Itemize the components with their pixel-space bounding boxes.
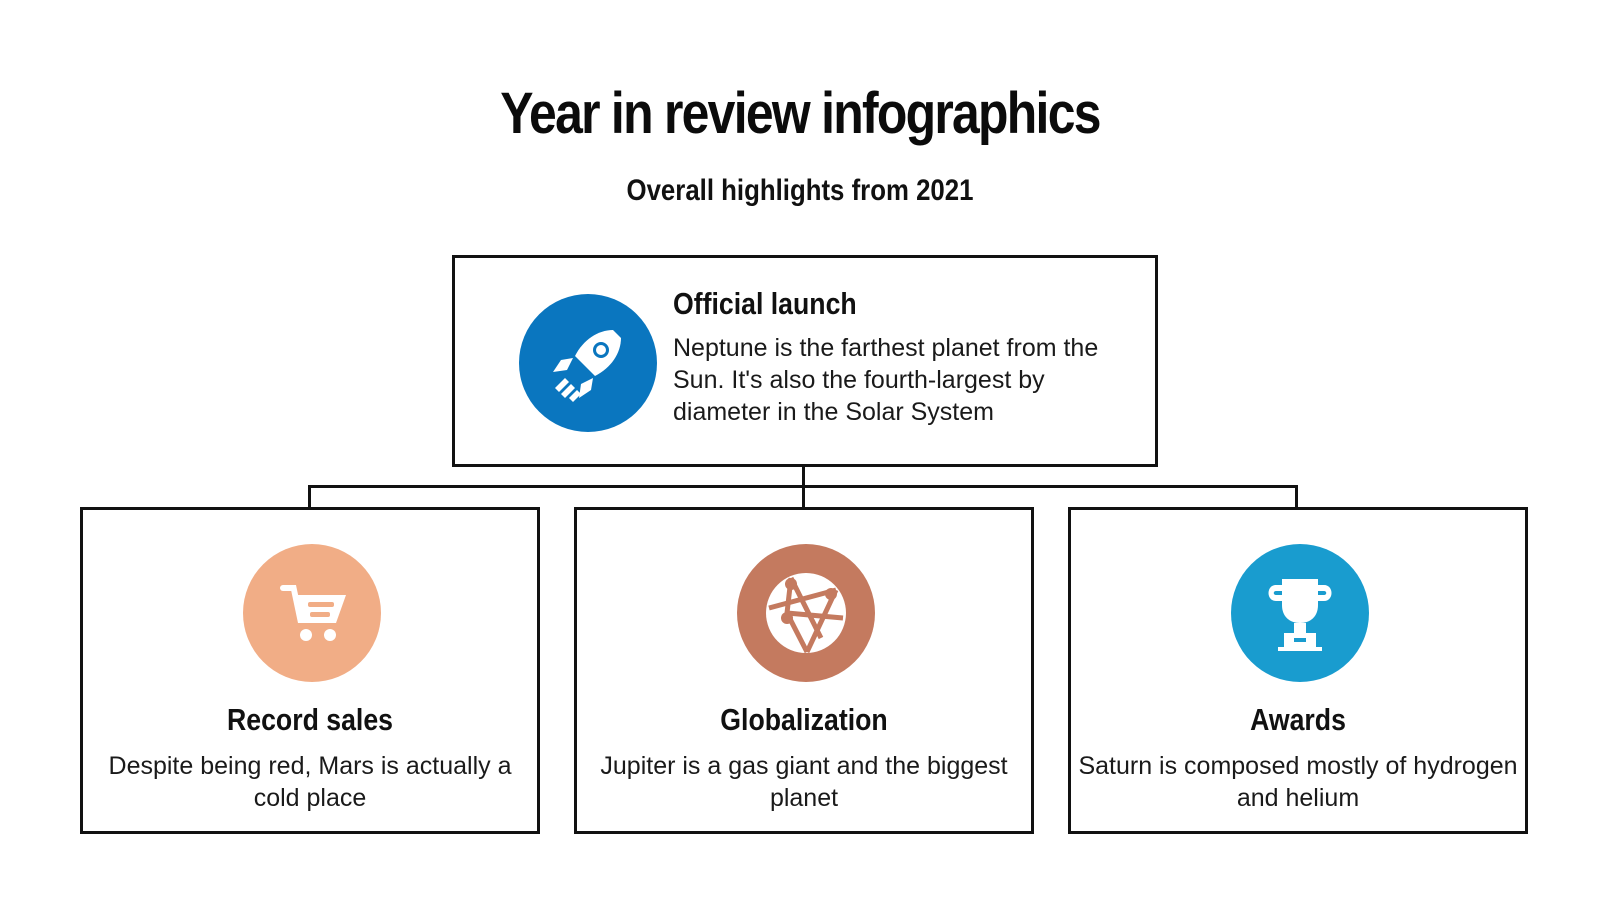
connector-vertical-top xyxy=(802,466,805,487)
card-description: Despite being red, Mars is actually a co… xyxy=(108,752,512,812)
connector-left xyxy=(308,485,311,509)
card-title: Official launch xyxy=(673,286,857,321)
page-subtitle: Overall highlights from 2021 xyxy=(626,174,974,207)
globe-network-icon xyxy=(737,544,875,682)
top-card-official-launch: Official launch Neptune is the farthest … xyxy=(452,255,1158,467)
card-description: Jupiter is a gas giant and the biggest p… xyxy=(600,752,1008,812)
card-title: Record sales xyxy=(227,702,393,737)
card-title: Awards xyxy=(1250,702,1346,737)
card-title: Globalization xyxy=(720,702,888,737)
card-globalization: Globalization Jupiter is a gas giant and… xyxy=(574,507,1034,834)
connector-right xyxy=(1295,485,1298,509)
card-description: Saturn is composed mostly of hydrogen an… xyxy=(1078,752,1518,812)
connector-middle xyxy=(802,485,805,509)
card-record-sales: Record sales Despite being red, Mars is … xyxy=(80,507,540,834)
card-awards: Awards Saturn is composed mostly of hydr… xyxy=(1068,507,1528,834)
page-title: Year in review infographics xyxy=(500,81,1101,146)
shopping-cart-icon xyxy=(243,544,381,682)
trophy-icon xyxy=(1231,544,1369,682)
card-description: Neptune is the farthest planet from the … xyxy=(673,334,1099,426)
rocket-icon xyxy=(519,294,657,432)
